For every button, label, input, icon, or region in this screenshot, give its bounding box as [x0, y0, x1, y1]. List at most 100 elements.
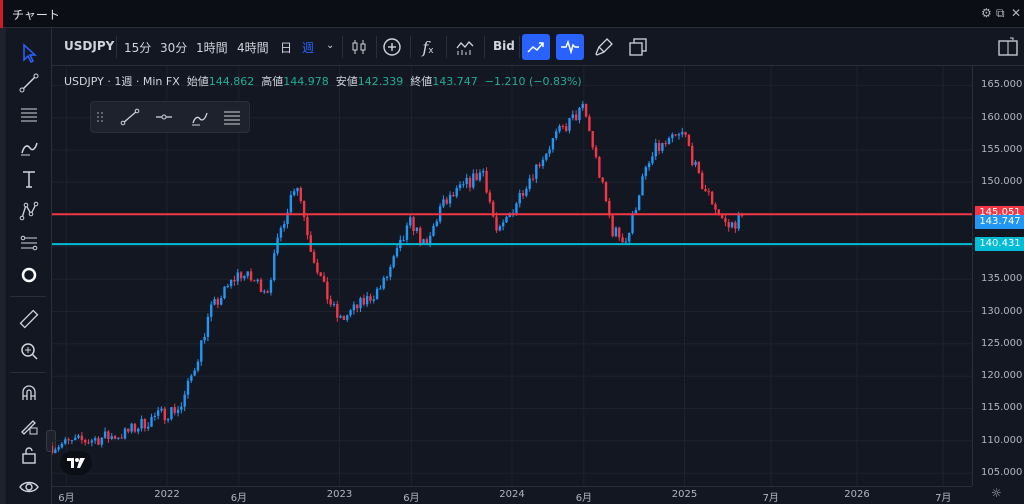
candle-body — [634, 210, 638, 214]
candle-body — [468, 177, 472, 188]
compare-add-icon[interactable] — [378, 34, 406, 60]
candle-body — [541, 159, 545, 167]
candle-body — [352, 304, 356, 311]
candle-body — [210, 304, 213, 317]
price-scale[interactable]: 165.000160.000155.000150.000145.000140.0… — [972, 66, 1024, 486]
candlestick-chart[interactable] — [52, 66, 972, 486]
candles-icon[interactable] — [345, 34, 373, 60]
lock-drawing-icon[interactable] — [14, 412, 44, 438]
trendline-icon[interactable] — [14, 70, 44, 96]
candle-body — [475, 173, 478, 181]
close-icon[interactable]: ✕ — [1011, 6, 1022, 20]
candle-body — [717, 209, 720, 215]
candle-body — [279, 227, 283, 238]
gear-icon[interactable]: ⚙ — [981, 6, 992, 20]
candle-body — [667, 138, 671, 144]
candle-body — [409, 217, 412, 226]
floating-drawing-toolbar — [90, 101, 250, 133]
candle-body — [117, 437, 120, 439]
candle-body — [100, 437, 103, 445]
candle-body — [720, 214, 724, 219]
candle-body — [133, 423, 137, 432]
candle-body — [515, 203, 518, 214]
candle-body — [319, 272, 322, 277]
candle-body — [206, 316, 210, 337]
ruler-icon[interactable] — [14, 306, 44, 332]
candle-body — [90, 440, 94, 443]
forecast-icon[interactable] — [14, 230, 44, 256]
interval-15m[interactable]: 15分 — [124, 41, 152, 55]
candle-body — [382, 277, 385, 289]
lock-icon[interactable] — [14, 442, 44, 468]
pattern-icon[interactable] — [14, 198, 44, 224]
brush-icon[interactable] — [187, 106, 213, 128]
paint-brush-icon[interactable] — [590, 34, 618, 60]
candle-body — [349, 310, 352, 316]
candle-body — [574, 114, 578, 121]
chevron-down-icon[interactable]: ⌄ — [326, 40, 335, 51]
candle-body — [316, 262, 319, 273]
candle-body — [618, 227, 621, 238]
candle-body — [163, 408, 166, 421]
layout-toggle-icon[interactable] — [994, 34, 1022, 60]
chart-settings-gear-icon[interactable]: ☼ — [991, 486, 1002, 500]
symbol-selector[interactable]: USDJPY — [64, 39, 115, 53]
drag-handle-icon[interactable] — [93, 106, 107, 128]
candle-body — [545, 153, 548, 160]
zoom-in-icon[interactable] — [14, 338, 44, 364]
candle-body — [283, 223, 286, 228]
shape-circle-icon[interactable] — [14, 262, 44, 288]
candle-body — [120, 437, 123, 439]
cursor-icon[interactable] — [14, 40, 44, 66]
popout-icon[interactable]: ⧉ — [996, 6, 1005, 20]
candle-body — [97, 438, 100, 445]
trendline-icon[interactable] — [117, 106, 143, 128]
time-tick-label: 2024 — [499, 489, 525, 500]
interval-4h[interactable]: 4時間 — [237, 41, 269, 55]
candle-body — [584, 103, 588, 117]
candle-body — [641, 176, 644, 196]
horizontal-ray-icon[interactable] — [151, 106, 177, 128]
toolbar-divider — [484, 36, 485, 58]
candle-body — [113, 436, 117, 439]
candle-body — [107, 431, 110, 440]
eye-icon[interactable] — [14, 474, 44, 500]
time-scale[interactable]: 6月 2022 6月 2023 6月 2024 6月 2025 7月 2026 7月 — [52, 486, 972, 504]
templates-icon[interactable] — [451, 34, 479, 60]
trend-chart-icon[interactable] — [522, 34, 550, 60]
candle-body — [137, 428, 140, 432]
candle-body — [654, 142, 657, 157]
brush-icon[interactable] — [14, 134, 44, 160]
candle-body — [365, 296, 369, 305]
candle-body — [598, 157, 601, 178]
toolbar-divider — [10, 372, 46, 373]
fib-icon[interactable] — [14, 102, 44, 128]
candle-body — [77, 435, 80, 438]
interval-day[interactable]: 日 — [280, 41, 293, 55]
interval-week[interactable]: 週 — [302, 41, 315, 55]
interval-1h[interactable]: 1時間 — [196, 41, 228, 55]
candle-body — [571, 114, 575, 119]
bid-toggle[interactable]: Bid — [493, 39, 515, 53]
candle-body — [253, 280, 256, 282]
candle-body — [57, 447, 60, 450]
price-tick-label: 160.000 — [981, 111, 1023, 123]
price-tick-label: 155.000 — [981, 144, 1023, 155]
candle-series — [52, 101, 744, 455]
price-tick-label: 130.000 — [981, 305, 1023, 317]
price-label-support: 140.431 — [975, 237, 1024, 251]
horizontal-lines[interactable] — [52, 213, 972, 246]
interval-30m[interactable]: 30分 — [160, 41, 188, 55]
candle-body — [707, 191, 711, 193]
candle-body — [176, 409, 180, 413]
magnet-icon[interactable] — [14, 380, 44, 406]
fib-icon[interactable] — [219, 106, 245, 128]
layout-copy-icon[interactable] — [624, 34, 652, 60]
legend-low-value: 142.339 — [357, 75, 404, 88]
candle-body — [249, 271, 253, 281]
text-icon[interactable] — [14, 166, 44, 192]
pulse-chart-icon[interactable] — [556, 34, 584, 60]
candle-body — [661, 143, 664, 151]
